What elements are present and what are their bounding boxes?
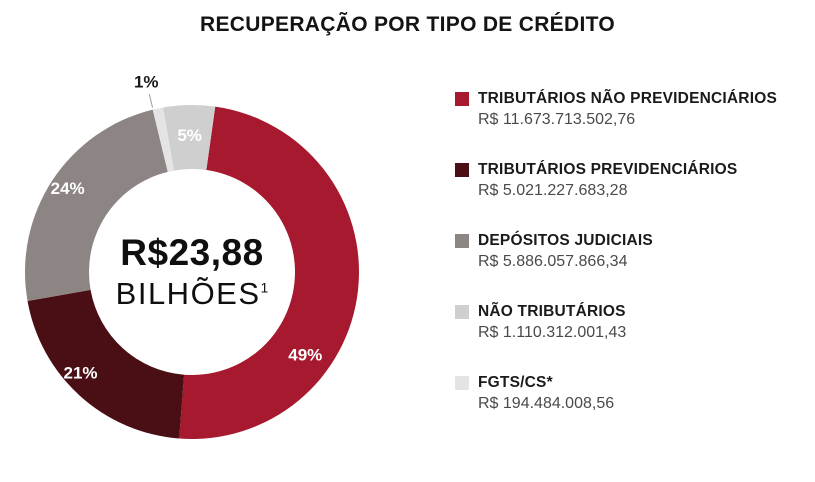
legend-swatch <box>455 234 469 248</box>
legend-item: TRIBUTÁRIOS PREVIDENCIÁRIOS R$ 5.021.227… <box>455 161 805 200</box>
slice-percent-label: 21% <box>64 363 98 382</box>
legend-value: R$ 11.673.713.502,76 <box>478 111 636 128</box>
legend-label: FGTS/CS* <box>478 374 553 391</box>
donut-svg: 49% 21% 24% 5% 1% <box>24 72 360 440</box>
legend: TRIBUTÁRIOS NÃO PREVIDENCIÁRIOS R$ 11.67… <box>455 90 805 413</box>
donut-slice <box>27 289 185 439</box>
donut-slice <box>152 107 175 172</box>
legend-value: R$ 194.484.008,56 <box>478 395 615 412</box>
donut-slice <box>179 106 360 440</box>
label-leader-line <box>148 93 154 108</box>
legend-label: TRIBUTÁRIOS PREVIDENCIÁRIOS <box>478 161 738 178</box>
slice-percent-label: 24% <box>51 179 85 198</box>
legend-label: NÃO TRIBUTÁRIOS <box>478 303 626 320</box>
slice-percent-label: 1% <box>134 72 159 91</box>
legend-item: NÃO TRIBUTÁRIOS R$ 1.110.312.001,43 <box>455 303 805 342</box>
legend-swatch <box>455 163 469 177</box>
legend-swatch <box>455 92 469 106</box>
legend-label: DEPÓSITOS JUDICIAIS <box>478 232 653 249</box>
legend-label: TRIBUTÁRIOS NÃO PREVIDENCIÁRIOS <box>478 90 777 107</box>
donut-chart: 49% 21% 24% 5% 1% R$23,88 BILHÕES1 <box>2 62 382 482</box>
slice-percent-label: 5% <box>177 126 202 145</box>
legend-swatch <box>455 305 469 319</box>
legend-item: FGTS/CS* R$ 194.484.008,56 <box>455 374 805 413</box>
legend-value: R$ 5.886.057.866,34 <box>478 253 628 270</box>
donut-slice <box>24 109 168 301</box>
legend-value: R$ 5.021.227.683,28 <box>478 182 628 199</box>
slice-percent-label: 49% <box>288 345 322 364</box>
legend-swatch <box>455 376 469 390</box>
page-title: RECUPERAÇÃO POR TIPO DE CRÉDITO <box>200 13 615 36</box>
donut-slice <box>163 105 216 171</box>
legend-item: DEPÓSITOS JUDICIAIS R$ 5.886.057.866,34 <box>455 232 805 271</box>
legend-item: TRIBUTÁRIOS NÃO PREVIDENCIÁRIOS R$ 11.67… <box>455 90 805 129</box>
legend-value: R$ 1.110.312.001,43 <box>478 324 627 341</box>
